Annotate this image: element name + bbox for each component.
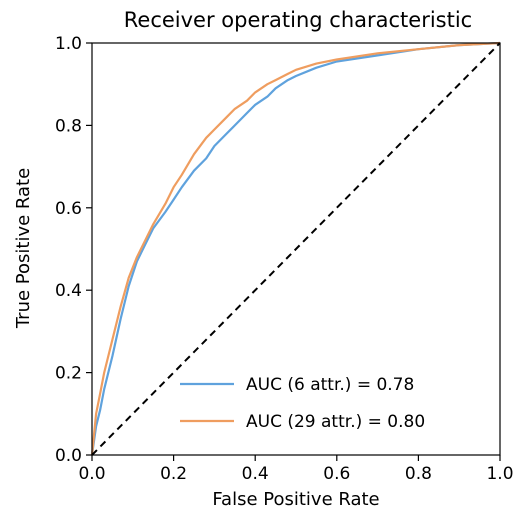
series-line-1: [90, 41, 501, 456]
x-tick-label: 1.0: [486, 464, 513, 484]
x-axis: 0.0 0.2 0.4 0.6 0.8 1.0: [78, 455, 514, 484]
reference-diagonal-line: [91, 42, 501, 456]
x-tick-label: 0.8: [405, 464, 432, 484]
x-axis-label: False Positive Rate: [212, 489, 379, 510]
legend-label-2: AUC (29 attr.) = 0.80: [246, 412, 425, 432]
y-axis-label: True Positive Rate: [13, 168, 34, 329]
y-tick-label: 0.8: [55, 116, 82, 136]
legend: AUC (6 attr.) = 0.78 AUC (29 attr.) = 0.8…: [180, 375, 425, 432]
series-line-2: [90, 41, 501, 456]
x-tick-label: 0.0: [78, 464, 105, 484]
x-tick-label: 0.2: [160, 464, 187, 484]
x-tick-label: 0.4: [242, 464, 269, 484]
plot-area: [90, 41, 501, 456]
y-tick-label: 0.2: [55, 364, 82, 384]
plot-frame: [91, 42, 501, 456]
y-tick-label: 0.0: [55, 446, 82, 466]
y-axis: 0.0 0.2 0.4 0.6 0.8 1.0: [55, 34, 92, 466]
y-tick-label: 0.6: [55, 199, 82, 219]
legend-label-1: AUC (6 attr.) = 0.78: [246, 375, 414, 395]
x-tick-label: 0.6: [323, 464, 350, 484]
y-tick-label: 0.4: [55, 281, 82, 301]
y-tick-label: 1.0: [55, 34, 82, 54]
chart-title: Receiver operating characteristic: [124, 8, 472, 32]
